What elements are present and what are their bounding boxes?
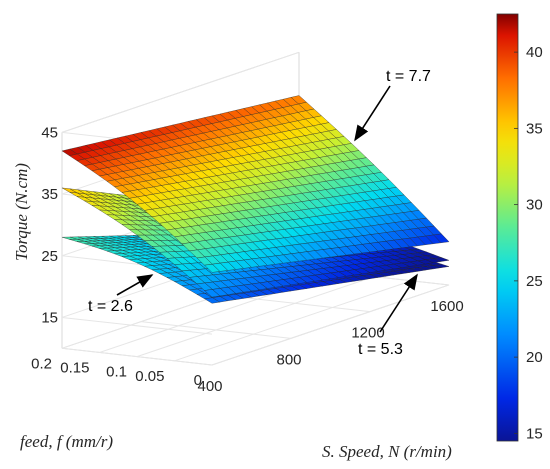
x-axis-label: S. Speed, N (r/min) <box>322 442 452 461</box>
surface-facet <box>432 257 450 262</box>
colorbar-tick-label: 25 <box>526 273 543 290</box>
gridline <box>211 284 450 366</box>
gridline <box>174 280 412 362</box>
annotation-label: t = 2.6 <box>88 298 133 315</box>
x-tick-label: 800 <box>276 351 301 368</box>
x-tick-label: 1200 <box>351 325 384 342</box>
gridline <box>61 51 300 133</box>
colorbar-tick-label: 35 <box>526 120 543 137</box>
tick-labels: 15 25 35 45 0 0.05 0.1 0.15 0.2 400 800 1200 1600 <box>31 124 464 395</box>
annotation-arrow <box>379 273 418 333</box>
z-tick-label: 25 <box>41 248 58 265</box>
annotation-arrow <box>354 85 391 142</box>
colorbar-tick-label: 40 <box>526 44 543 61</box>
z-tick-label: 35 <box>41 186 58 203</box>
y-tick-label: 0.1 <box>106 364 127 381</box>
x-tick-label: 400 <box>197 378 222 395</box>
colorbar-tick-label: 20 <box>526 349 543 366</box>
gridline <box>136 276 375 358</box>
x-tick-label: 1600 <box>430 298 463 315</box>
y-tick-label: 0.15 <box>60 359 89 376</box>
colorbar-gradient <box>496 13 519 442</box>
y-tick-label: 0 <box>194 372 202 389</box>
y-tick-label: 0.05 <box>135 368 164 385</box>
surface-facet <box>433 233 450 244</box>
surface-facet <box>433 263 450 268</box>
z-tick-label: 15 <box>41 309 58 326</box>
surface-t-7-7 <box>61 95 450 273</box>
annotation-arrow <box>116 274 154 296</box>
colorbar-tick-label: 30 <box>526 197 543 214</box>
colorbar-tick-label: 15 <box>526 425 543 442</box>
y-axis-label: feed, f (mm/r) <box>20 432 113 451</box>
surfaces <box>61 95 450 304</box>
annotations: t = 7.7 t = 2.6 t = 5.3 <box>88 68 431 358</box>
y-tick-label: 0.2 <box>31 355 52 372</box>
annotation-label: t = 5.3 <box>358 341 403 358</box>
annotation-label: t = 7.7 <box>386 68 431 85</box>
gridline <box>61 316 213 335</box>
z-tick-label: 45 <box>41 124 58 141</box>
colorbar: 15 20 25 30 35 40 <box>496 13 543 442</box>
z-axis-label: Torque (N.cm) <box>12 163 31 261</box>
